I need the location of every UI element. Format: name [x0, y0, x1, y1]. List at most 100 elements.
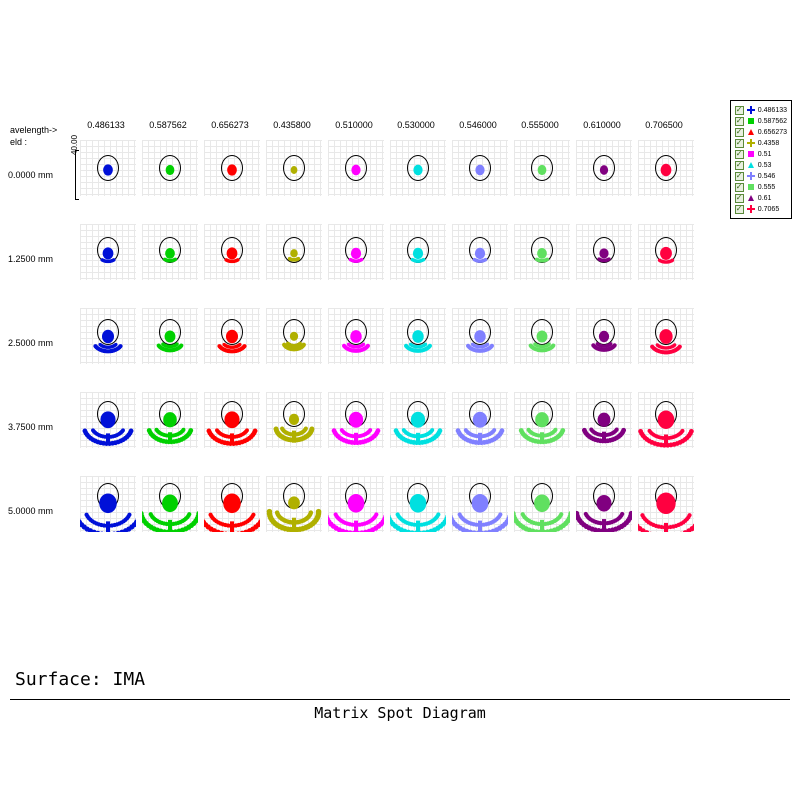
- spot-cell: [514, 140, 570, 196]
- spot-cell: [266, 308, 322, 364]
- spot-cell: [576, 392, 632, 448]
- legend-label: 0.51: [758, 151, 772, 158]
- ray-spot: [390, 308, 446, 369]
- spot-cell: [80, 308, 136, 364]
- surface-label: Surface: IMA: [15, 669, 145, 690]
- legend-item[interactable]: 0.51: [735, 149, 787, 159]
- ray-spot: [452, 392, 508, 453]
- legend-marker-icon: [747, 194, 755, 202]
- wavelength-col-label: 0.555000: [509, 120, 571, 130]
- grid-row: [80, 224, 700, 280]
- spot-cell: [452, 392, 508, 448]
- spot-cell: [328, 476, 384, 532]
- ray-spot: [80, 476, 136, 537]
- legend-marker-icon: [747, 128, 755, 136]
- spot-cell: [80, 224, 136, 280]
- legend-marker-icon: [747, 150, 755, 158]
- spot-cell: [142, 224, 198, 280]
- ray-spot: [638, 224, 694, 285]
- ray-spot: [514, 140, 570, 201]
- legend-item[interactable]: 0.7065: [735, 204, 787, 214]
- spot-cell: [80, 140, 136, 196]
- legend-label: 0.4358: [758, 140, 779, 147]
- ray-spot: [142, 308, 198, 369]
- legend-marker-icon: [747, 117, 755, 125]
- ray-spot: [266, 392, 322, 453]
- ray-spot: [328, 308, 384, 369]
- ray-spot: [142, 224, 198, 285]
- ray-spot: [638, 476, 694, 537]
- spot-grid: [80, 140, 700, 560]
- legend-item[interactable]: 0.587562: [735, 116, 787, 126]
- spot-cell: [638, 140, 694, 196]
- ray-spot: [80, 308, 136, 369]
- ray-spot: [638, 308, 694, 369]
- legend-item[interactable]: 0.4358: [735, 138, 787, 148]
- spot-cell: [390, 140, 446, 196]
- footer-divider: [10, 699, 790, 700]
- spot-cell: [266, 392, 322, 448]
- legend-label: 0.587562: [758, 118, 787, 125]
- ray-spot: [80, 224, 136, 285]
- wavelength-col-label: 0.546000: [447, 120, 509, 130]
- spot-cell: [452, 140, 508, 196]
- spot-cell: [576, 476, 632, 532]
- legend-item[interactable]: 0.546: [735, 171, 787, 181]
- legend-item[interactable]: 0.53: [735, 160, 787, 170]
- legend-checkbox[interactable]: [735, 150, 744, 159]
- wavelength-col-label: 0.530000: [385, 120, 447, 130]
- spot-cell: [638, 476, 694, 532]
- ray-spot: [638, 140, 694, 201]
- ray-spot: [576, 476, 632, 537]
- ray-spot: [80, 140, 136, 201]
- legend-item[interactable]: 0.486133: [735, 105, 787, 115]
- legend-label: 0.546: [758, 173, 776, 180]
- wavelength-col-label: 0.510000: [323, 120, 385, 130]
- legend-checkbox[interactable]: [735, 183, 744, 192]
- spot-cell: [266, 476, 322, 532]
- ray-spot: [514, 224, 570, 285]
- legend-checkbox[interactable]: [735, 161, 744, 170]
- spot-cell: [204, 392, 260, 448]
- legend-marker-icon: [747, 183, 755, 191]
- legend-item[interactable]: 0.656273: [735, 127, 787, 137]
- spot-cell: [142, 392, 198, 448]
- legend-label: 0.61: [758, 195, 772, 202]
- ray-spot: [328, 392, 384, 453]
- legend-checkbox[interactable]: [735, 172, 744, 181]
- legend-checkbox[interactable]: [735, 194, 744, 203]
- legend-checkbox[interactable]: [735, 128, 744, 137]
- legend-item[interactable]: 0.61: [735, 193, 787, 203]
- ray-spot: [80, 392, 136, 453]
- spot-cell: [204, 140, 260, 196]
- grid-row: [80, 392, 700, 448]
- legend-checkbox[interactable]: [735, 205, 744, 214]
- legend-marker-icon: [747, 172, 755, 180]
- ray-spot: [328, 140, 384, 201]
- wavelength-header-row: 0.4861330.5875620.6562730.4358000.510000…: [75, 120, 695, 130]
- legend-item[interactable]: 0.555: [735, 182, 787, 192]
- ray-spot: [328, 476, 384, 537]
- ray-spot: [204, 140, 260, 201]
- spot-cell: [452, 476, 508, 532]
- spot-cell: [204, 308, 260, 364]
- legend-marker-icon: [747, 161, 755, 169]
- spot-cell: [266, 224, 322, 280]
- field-row-label: 0.0000 mm: [8, 170, 53, 180]
- spot-cell: [514, 476, 570, 532]
- spot-cell: [266, 140, 322, 196]
- spot-cell: [142, 308, 198, 364]
- ray-spot: [390, 392, 446, 453]
- legend-marker-icon: [747, 106, 755, 114]
- legend-label: 0.656273: [758, 129, 787, 136]
- ray-spot: [266, 140, 322, 201]
- ray-spot: [266, 308, 322, 369]
- legend-checkbox[interactable]: [735, 106, 744, 115]
- grid-row: [80, 140, 700, 196]
- legend-checkbox[interactable]: [735, 139, 744, 148]
- legend-checkbox[interactable]: [735, 117, 744, 126]
- scale-label: 40.00: [70, 135, 79, 155]
- field-row-label: 3.7500 mm: [8, 422, 53, 432]
- ray-spot: [514, 476, 570, 537]
- ray-spot: [266, 476, 322, 537]
